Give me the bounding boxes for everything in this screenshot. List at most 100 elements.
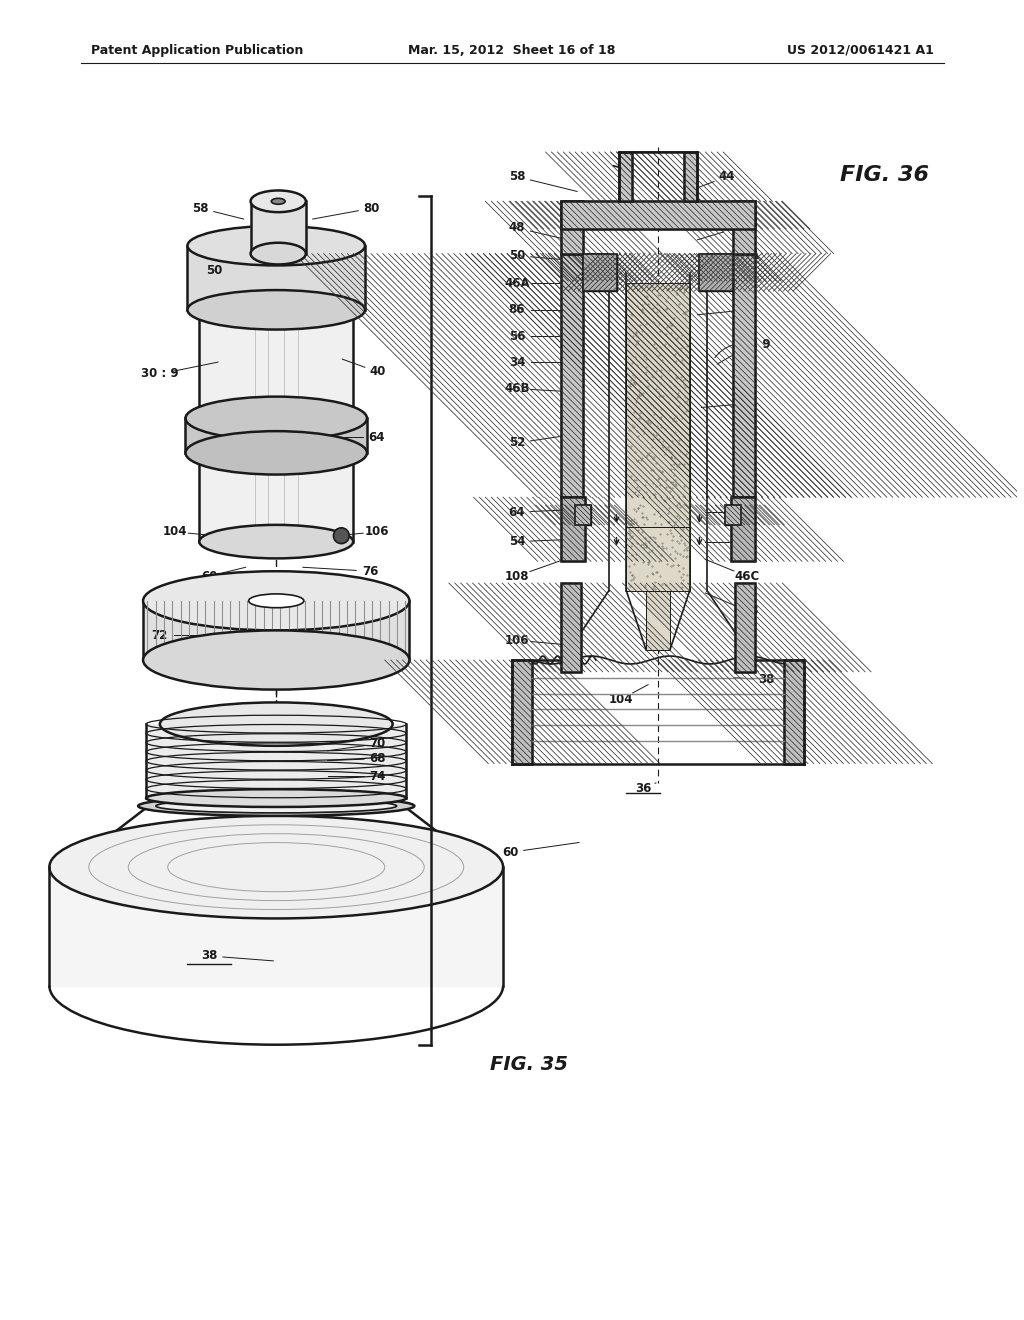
Bar <box>561 202 583 253</box>
Bar <box>784 660 804 763</box>
Bar <box>512 660 531 763</box>
Text: 48: 48 <box>509 222 525 235</box>
Bar <box>735 583 755 672</box>
Bar <box>684 152 697 202</box>
Bar <box>699 253 733 292</box>
Text: 86: 86 <box>509 304 525 317</box>
Text: 80: 80 <box>729 222 745 235</box>
Text: 60: 60 <box>502 846 518 859</box>
Bar <box>575 506 591 525</box>
Bar <box>733 202 755 253</box>
Bar <box>708 253 733 281</box>
Ellipse shape <box>251 243 306 264</box>
Ellipse shape <box>187 226 365 265</box>
Bar <box>583 253 616 292</box>
Text: 40: 40 <box>738 304 755 317</box>
Text: 38: 38 <box>759 673 775 686</box>
Text: 46B: 46B <box>504 383 529 395</box>
Text: 54: 54 <box>509 535 525 548</box>
Bar <box>561 583 581 672</box>
Text: 32: 32 <box>738 535 755 548</box>
Text: 42A: 42A <box>734 249 760 263</box>
Text: FIG. 36: FIG. 36 <box>841 165 930 185</box>
Bar <box>583 253 616 292</box>
Bar <box>561 498 585 561</box>
Text: 84: 84 <box>738 277 755 289</box>
Bar <box>561 253 583 498</box>
Bar <box>618 152 633 202</box>
Text: 38: 38 <box>201 949 217 962</box>
Text: 46C: 46C <box>734 570 760 582</box>
Bar <box>583 253 608 281</box>
Text: 70: 70 <box>370 738 386 750</box>
Bar <box>725 506 740 525</box>
Bar <box>684 152 697 202</box>
Text: 104: 104 <box>608 693 633 706</box>
Bar <box>735 583 755 672</box>
Text: Mar. 15, 2012  Sheet 16 of 18: Mar. 15, 2012 Sheet 16 of 18 <box>409 44 615 57</box>
Bar <box>561 583 581 672</box>
Bar <box>733 253 755 498</box>
Bar <box>731 498 755 561</box>
Text: 44: 44 <box>719 170 735 183</box>
Text: 64: 64 <box>509 506 525 519</box>
Ellipse shape <box>271 198 285 205</box>
Text: 30 : 9: 30 : 9 <box>141 367 178 380</box>
Bar <box>733 253 755 498</box>
Ellipse shape <box>49 816 503 919</box>
Text: 50: 50 <box>509 249 525 263</box>
Ellipse shape <box>143 572 410 631</box>
Text: 106: 106 <box>505 634 529 647</box>
Bar <box>618 152 633 202</box>
Text: 58: 58 <box>509 170 525 183</box>
Text: 108: 108 <box>734 605 759 618</box>
Bar <box>646 591 670 651</box>
Bar <box>575 506 591 525</box>
Text: 80: 80 <box>364 202 380 215</box>
Text: 58: 58 <box>193 202 209 215</box>
Ellipse shape <box>146 789 407 807</box>
Text: 56: 56 <box>509 330 525 343</box>
Text: Patent Application Publication: Patent Application Publication <box>91 44 303 57</box>
Ellipse shape <box>249 594 304 607</box>
Bar <box>731 498 755 561</box>
Ellipse shape <box>185 396 367 440</box>
Text: 106: 106 <box>365 525 389 539</box>
Bar <box>583 253 608 281</box>
Ellipse shape <box>156 799 396 813</box>
Text: 76: 76 <box>361 565 378 578</box>
Text: US 2012/0061421 A1: US 2012/0061421 A1 <box>787 44 934 57</box>
Bar <box>708 253 733 281</box>
Bar <box>733 202 755 253</box>
Text: 36: 36 <box>635 781 651 795</box>
Ellipse shape <box>251 190 306 213</box>
Ellipse shape <box>138 796 415 816</box>
Text: 52: 52 <box>509 437 525 450</box>
Text: 64: 64 <box>369 430 385 444</box>
Bar <box>627 527 689 591</box>
Text: 46A: 46A <box>504 277 529 289</box>
Text: 40: 40 <box>370 366 386 379</box>
Ellipse shape <box>200 293 353 326</box>
Bar <box>784 660 804 763</box>
Text: 74: 74 <box>370 770 386 783</box>
Bar <box>512 660 531 763</box>
Text: 104: 104 <box>163 525 187 539</box>
Text: 108: 108 <box>505 570 529 582</box>
Text: 52: 52 <box>738 397 755 411</box>
Text: 34: 34 <box>509 355 525 368</box>
Text: 60: 60 <box>201 570 217 582</box>
Ellipse shape <box>185 432 367 475</box>
Ellipse shape <box>143 631 410 689</box>
Text: 72: 72 <box>152 628 168 642</box>
Bar <box>561 498 585 561</box>
Ellipse shape <box>200 525 353 558</box>
Bar <box>561 202 583 253</box>
Text: 68: 68 <box>370 752 386 766</box>
Text: 30 : 9: 30 : 9 <box>733 338 770 351</box>
Bar <box>627 284 689 527</box>
Bar <box>699 253 733 292</box>
Circle shape <box>334 528 349 544</box>
Ellipse shape <box>187 290 365 330</box>
Text: FIG. 35: FIG. 35 <box>490 1055 568 1074</box>
